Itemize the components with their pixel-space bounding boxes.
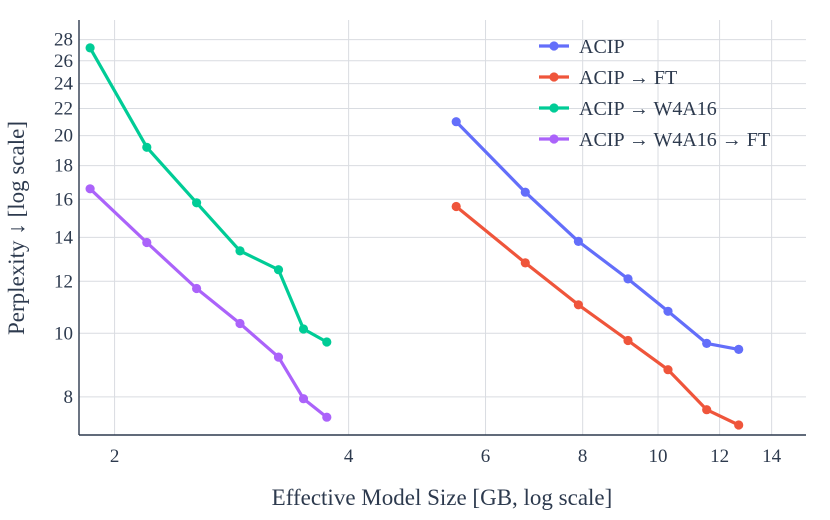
legend-swatch-marker (549, 134, 558, 143)
y-axis-label: Perplexity ↓ [log scale] (4, 121, 29, 335)
y-tick-label: 22 (54, 98, 73, 119)
y-tick-label: 14 (54, 227, 74, 248)
x-tick-label: 14 (762, 446, 782, 467)
axes (79, 20, 806, 435)
y-tick-label: 12 (54, 271, 73, 292)
legend-label: ACIP → FT (579, 67, 677, 89)
data-point (235, 246, 244, 255)
data-point (623, 274, 632, 283)
data-point (322, 413, 331, 422)
data-point (322, 337, 331, 346)
x-axis-label: Effective Model Size [GB, log scale] (272, 485, 613, 510)
x-tick-label: 10 (649, 446, 668, 467)
legend-swatch-marker (549, 72, 558, 81)
data-point (663, 307, 672, 316)
x-tick-label: 8 (578, 446, 588, 467)
data-point (623, 336, 632, 345)
data-point (192, 284, 201, 293)
x-tick-label: 12 (710, 446, 729, 467)
data-point (574, 300, 583, 309)
data-point (452, 202, 461, 211)
data-point (235, 319, 244, 328)
y-tick-label: 28 (54, 30, 73, 51)
y-tick-label: 10 (54, 323, 73, 344)
y-tick-label: 16 (54, 189, 73, 210)
data-point (734, 420, 743, 429)
data-point (574, 237, 583, 246)
legend: ACIP ACIP → FT ACIP → W4A16 ACIP → W4A16 → … (539, 36, 770, 151)
data-point (734, 345, 743, 354)
x-tick-label: 2 (110, 446, 120, 467)
data-point (142, 143, 151, 152)
legend-label: ACIP → W4A16 (579, 98, 717, 120)
data-point (86, 43, 95, 52)
data-point (192, 198, 201, 207)
data-point (663, 365, 672, 374)
series-line (456, 207, 739, 426)
data-point (299, 324, 308, 333)
x-tick-label: 6 (481, 446, 491, 467)
x-tick-label: 4 (344, 446, 354, 467)
data-point (702, 339, 711, 348)
y-tick-label: 24 (54, 74, 74, 95)
y-tick-label: 8 (64, 387, 74, 408)
legend-entry: ACIP → FT (539, 67, 677, 89)
chart: 2 4 6 8 10 12 14 810121416182022242628 ACIPACI… (0, 0, 830, 520)
data-point (299, 394, 308, 403)
y-tick-label: 18 (54, 156, 73, 177)
data-point (86, 184, 95, 193)
data-point (521, 188, 530, 197)
y-tick-label: 26 (54, 51, 73, 72)
data-point (521, 258, 530, 267)
series-4 (86, 184, 332, 422)
series-line (456, 122, 739, 350)
legend-swatch-marker (549, 103, 558, 112)
data-point (274, 265, 283, 274)
legend-entry: ACIP → W4A16 → FT (539, 129, 770, 151)
series-3 (86, 43, 332, 346)
series-2 (452, 202, 744, 430)
legend-entry: ACIP → W4A16 (539, 98, 717, 120)
legend-label: ACIP → W4A16 → FT (579, 129, 770, 151)
data-point (274, 353, 283, 362)
data-point (702, 405, 711, 414)
legend-label: ACIP (579, 36, 625, 58)
grid (79, 20, 806, 435)
data-point (452, 117, 461, 126)
x-tick-labels: 2 4 6 8 10 12 14 (110, 446, 782, 467)
y-tick-label: 20 (54, 126, 73, 147)
legend-swatch-marker (549, 41, 558, 50)
data-point (142, 238, 151, 247)
